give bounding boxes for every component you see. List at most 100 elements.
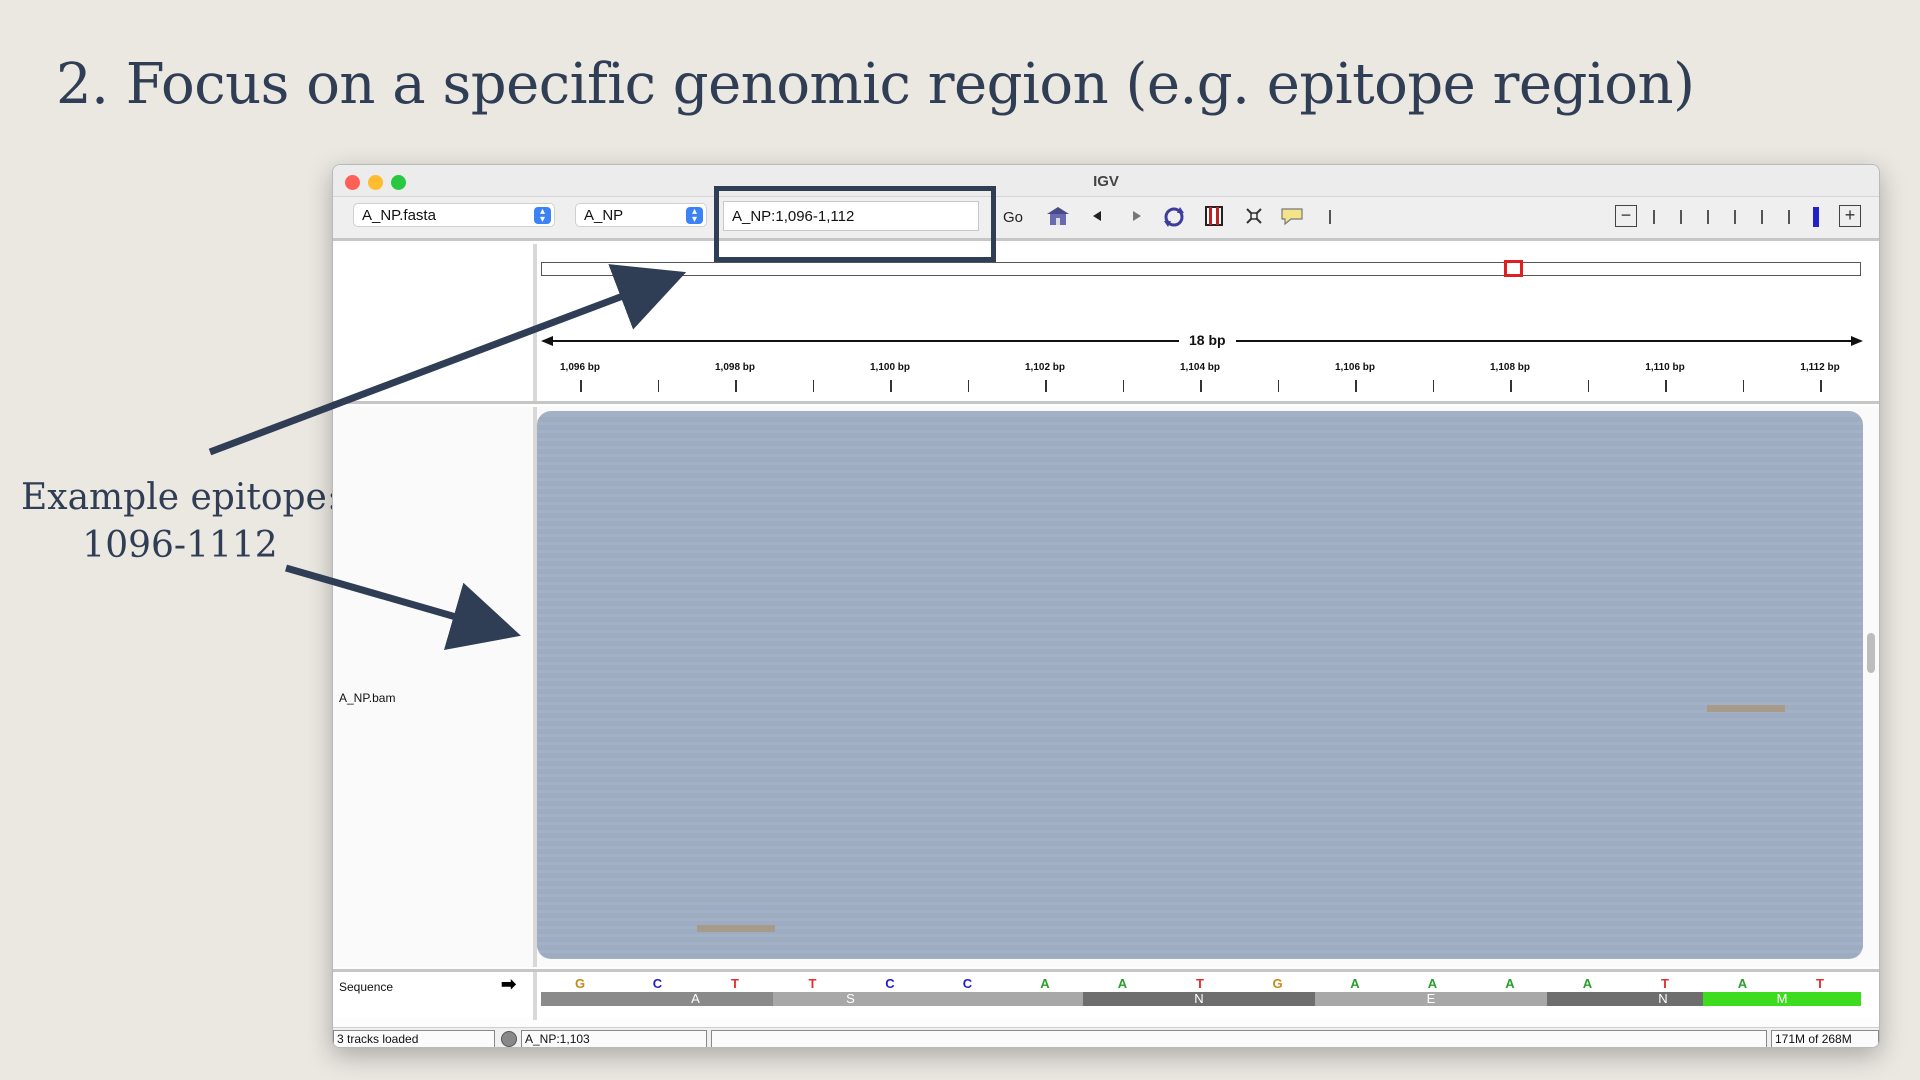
read-row[interactable] [537, 769, 1863, 774]
read-row[interactable] [537, 849, 1863, 854]
read-row[interactable] [537, 689, 1863, 694]
read-row[interactable] [537, 753, 1863, 758]
read-row[interactable] [537, 497, 1863, 502]
zoom-tick[interactable] [1653, 210, 1655, 224]
read-row[interactable] [537, 945, 1863, 950]
read-row[interactable] [537, 449, 1863, 454]
resize-to-window-icon[interactable] [1241, 205, 1267, 229]
read-row[interactable] [537, 585, 1863, 590]
read-row[interactable] [537, 425, 1863, 430]
read-row[interactable] [537, 465, 1863, 470]
read-row[interactable] [537, 441, 1863, 446]
close-window-button[interactable] [345, 175, 360, 190]
read-row[interactable] [537, 521, 1863, 526]
read-row[interactable] [537, 649, 1863, 654]
home-icon[interactable] [1045, 205, 1071, 229]
strand-arrow-icon[interactable]: ➡ [501, 974, 517, 994]
read-row[interactable] [537, 697, 1863, 702]
read-row[interactable] [537, 609, 1863, 614]
sequence-track-name[interactable]: Sequence [339, 980, 394, 994]
read-row[interactable] [537, 593, 1863, 598]
read-row[interactable] [537, 473, 1863, 478]
column-divider[interactable] [533, 407, 537, 967]
read-row[interactable] [537, 825, 1863, 830]
read-row[interactable] [537, 545, 1863, 550]
read-row[interactable] [537, 553, 1863, 558]
read-row[interactable] [537, 737, 1863, 742]
mismatch-marker[interactable] [697, 925, 775, 932]
read-row[interactable] [537, 785, 1863, 790]
read-row[interactable] [537, 537, 1863, 542]
read-row[interactable] [537, 601, 1863, 606]
chromosome-select[interactable]: A_NP ▴ ▾ [575, 203, 707, 227]
read-row[interactable] [537, 489, 1863, 494]
alignment-reads[interactable] [537, 411, 1863, 959]
zoom-in-icon[interactable]: + [1839, 205, 1861, 227]
read-row[interactable] [537, 873, 1863, 878]
read-row[interactable] [537, 809, 1863, 814]
column-divider[interactable] [533, 972, 537, 1020]
read-row[interactable] [537, 569, 1863, 574]
read-row[interactable] [537, 841, 1863, 846]
roi-icon[interactable] [1201, 205, 1227, 229]
read-row[interactable] [537, 561, 1863, 566]
read-row[interactable] [537, 713, 1863, 718]
zoom-window-button[interactable] [391, 175, 406, 190]
zoom-tick[interactable] [1680, 210, 1682, 224]
read-row[interactable] [537, 929, 1863, 934]
read-row[interactable] [537, 857, 1863, 862]
zoom-tick[interactable] [1734, 210, 1736, 224]
alignment-track-name[interactable]: A_NP.bam [339, 691, 396, 705]
read-row[interactable] [537, 745, 1863, 750]
forward-arrow-icon[interactable] [1123, 205, 1149, 229]
read-row[interactable] [537, 641, 1863, 646]
minimize-window-button[interactable] [368, 175, 383, 190]
read-row[interactable] [537, 505, 1863, 510]
locus-search-input[interactable] [723, 201, 979, 231]
zoom-tick[interactable] [1707, 210, 1709, 224]
go-button[interactable]: Go [1003, 209, 1024, 226]
read-row[interactable] [537, 905, 1863, 910]
zoom-tick[interactable] [1788, 210, 1790, 224]
read-row[interactable] [537, 721, 1863, 726]
refresh-icon[interactable] [1161, 205, 1187, 229]
read-row[interactable] [537, 417, 1863, 422]
read-row[interactable] [537, 937, 1863, 942]
read-row[interactable] [537, 657, 1863, 662]
read-row[interactable] [537, 793, 1863, 798]
read-row[interactable] [537, 729, 1863, 734]
read-row[interactable] [537, 865, 1863, 870]
read-row[interactable] [537, 617, 1863, 622]
back-arrow-icon[interactable] [1085, 205, 1111, 229]
read-row[interactable] [537, 833, 1863, 838]
read-row[interactable] [537, 665, 1863, 670]
zoom-out-icon[interactable]: − [1615, 205, 1637, 227]
vertical-scrollbar[interactable] [1867, 633, 1875, 673]
chromosome-ideogram[interactable] [541, 262, 1861, 276]
read-row[interactable] [537, 801, 1863, 806]
read-row[interactable] [537, 705, 1863, 710]
read-row[interactable] [537, 953, 1863, 958]
column-divider[interactable] [533, 244, 537, 401]
read-row[interactable] [537, 577, 1863, 582]
popup-info-icon[interactable] [1279, 205, 1305, 229]
read-row[interactable] [537, 513, 1863, 518]
read-row[interactable] [537, 633, 1863, 638]
read-row[interactable] [537, 881, 1863, 886]
read-row[interactable] [537, 921, 1863, 926]
genome-select[interactable]: A_NP.fasta ▴ ▾ [353, 203, 555, 227]
read-row[interactable] [537, 681, 1863, 686]
read-row[interactable] [537, 817, 1863, 822]
read-row[interactable] [537, 673, 1863, 678]
read-row[interactable] [537, 625, 1863, 630]
mismatch-marker[interactable] [1707, 705, 1785, 712]
read-row[interactable] [537, 777, 1863, 782]
zoom-current-level[interactable] [1813, 207, 1819, 227]
read-row[interactable] [537, 889, 1863, 894]
read-row[interactable] [537, 529, 1863, 534]
read-row[interactable] [537, 481, 1863, 486]
read-row[interactable] [537, 761, 1863, 766]
read-row[interactable] [537, 433, 1863, 438]
read-row[interactable] [537, 913, 1863, 918]
read-row[interactable] [537, 457, 1863, 462]
